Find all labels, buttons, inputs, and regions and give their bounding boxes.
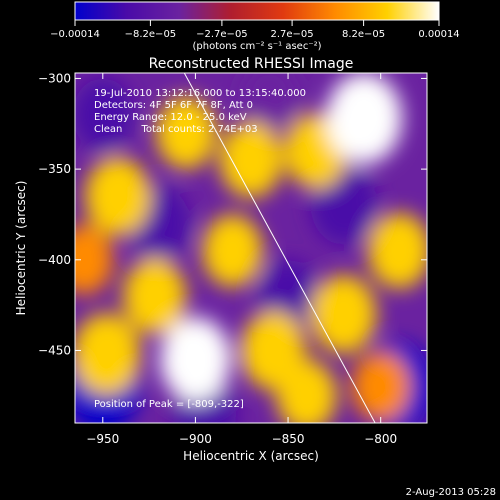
x-tick-label: −800	[364, 432, 397, 446]
x-axis-label: Heliocentric X (arcsec)	[183, 449, 319, 463]
emission-peak	[75, 224, 114, 295]
annotation-energy-range: Energy Range: 12.0 - 25.0 keV	[94, 112, 247, 123]
emission-peak	[219, 122, 283, 198]
y-tick-label: −300	[38, 71, 71, 85]
x-axis-ticks: −950 −900 −850 −800	[86, 73, 397, 446]
annotation-block: 19-Jul-2010 13:12:16.000 to 13:15:40.000…	[94, 88, 306, 135]
colorbar-tick-label: 8.2e−05	[342, 29, 385, 40]
y-tick-label: −450	[38, 343, 71, 357]
colorbar: −0.00014 −8.2e−05 −2.7e−05 2.7e−05 8.2e−05 0.…	[50, 1, 460, 52]
emission-peak	[276, 359, 337, 423]
emission-peak	[202, 214, 263, 288]
annotation-total-counts: Clean Total counts: 2.74E+03	[94, 124, 258, 135]
x-tick-label: −850	[272, 432, 305, 446]
y-axis-ticks: −300 −350 −400 −450	[38, 71, 427, 357]
y-tick-label: −400	[38, 253, 71, 267]
emission-peak	[159, 317, 231, 403]
colorbar-units: (photons cm⁻² s⁻¹ asec⁻²)	[192, 41, 321, 52]
x-tick-label: −900	[179, 432, 212, 446]
colorbar-bar	[74, 1, 440, 21]
intensity-map	[75, 73, 427, 423]
image-area	[75, 73, 427, 423]
solar-limb-line	[183, 73, 376, 423]
colorbar-tick-label: −0.00014	[50, 29, 100, 40]
plot-frame	[74, 72, 428, 424]
emission-peak	[310, 274, 377, 354]
emission-peak	[84, 156, 151, 236]
emission-trough	[75, 78, 134, 152]
emission-peak	[367, 212, 427, 289]
x-tick-label: −950	[86, 432, 119, 446]
annotation-detectors: Detectors: 4F 5F 6F 7F 8F, Att 0	[94, 100, 253, 111]
emission-peak	[155, 96, 217, 170]
emission-peak	[123, 258, 187, 334]
y-axis-label: Heliocentric Y (arcsec)	[14, 181, 28, 316]
colorbar-tick-label: 0.00014	[418, 29, 459, 40]
emission-trough	[240, 73, 299, 132]
emission-peak	[75, 313, 141, 396]
colorbar-tick-label: −8.2e−05	[125, 29, 177, 40]
colorbar-tick-label: −2.7e−05	[196, 29, 248, 40]
y-tick-label: −350	[38, 162, 71, 176]
colorbar-tick-label: 2.7e−05	[271, 29, 314, 40]
peak-position-label: Position of Peak = [-809,-322]	[94, 399, 244, 410]
emission-peak	[351, 351, 410, 422]
annotation-time-range: 19-Jul-2010 13:12:16.000 to 13:15:40.000	[94, 88, 306, 99]
footer-timestamp: 2-Aug-2013 05:28	[406, 487, 496, 498]
emission-peak	[326, 73, 402, 164]
colorbar-ticks: −0.00014 −8.2e−05 −2.7e−05 2.7e−05 8.2e−05 0.…	[50, 20, 460, 40]
chart-title: Reconstructed RHESSI Image	[149, 56, 354, 72]
